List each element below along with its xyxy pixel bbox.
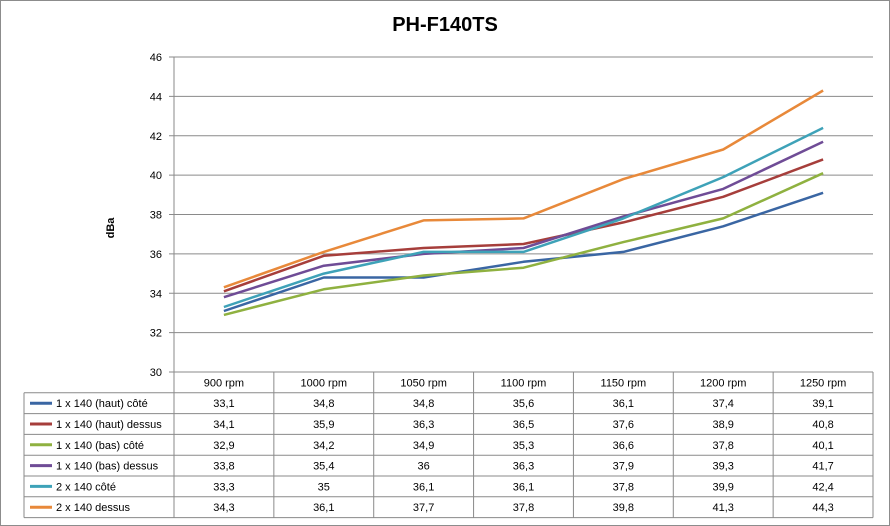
data-label: 36,1 [313,502,334,514]
y-tick-label: 42 [150,131,162,143]
data-label: 39,8 [613,502,634,514]
data-label: 36,3 [413,419,434,431]
data-label: 35,9 [313,419,334,431]
y-tick-label: 34 [150,288,162,300]
x-tick-label: 900 rpm [204,377,244,389]
legend-label: 1 x 140 (haut) côté [56,398,148,410]
y-tick-label: 40 [150,170,162,182]
data-label: 36,5 [513,419,534,431]
data-label: 37,8 [713,440,734,452]
data-label: 34,8 [313,398,334,410]
data-label: 44,3 [812,502,833,514]
data-label: 36 [418,461,430,473]
data-label: 36,1 [613,398,634,410]
data-label: 39,3 [713,461,734,473]
data-label: 40,8 [812,419,833,431]
data-label: 37,8 [513,502,534,514]
x-tick-label: 1050 rpm [400,377,446,389]
data-label: 35,4 [313,461,334,473]
x-tick-label: 1150 rpm [601,377,647,389]
data-label: 32,9 [213,440,234,452]
data-label: 37,7 [413,502,434,514]
y-tick-label: 38 [150,210,162,222]
data-label: 38,9 [713,419,734,431]
data-label: 34,1 [213,419,234,431]
data-label: 34,3 [213,502,234,514]
data-label: 39,1 [812,398,833,410]
legend-label: 1 x 140 (haut) dessus [56,419,162,431]
y-tick-label: 36 [150,249,162,261]
y-tick-label: 46 [150,52,162,64]
data-label: 41,3 [713,502,734,514]
data-label: 41,7 [812,461,833,473]
data-label: 36,1 [513,481,534,493]
legend-label: 2 x 140 côté [56,481,116,493]
data-label: 35,6 [513,398,534,410]
data-label: 34,2 [313,440,334,452]
data-label: 36,1 [413,481,434,493]
data-label: 40,1 [812,440,833,452]
x-tick-label: 1100 rpm [501,377,547,389]
data-label: 37,8 [613,481,634,493]
x-tick-label: 1200 rpm [700,377,746,389]
data-label: 36,3 [513,461,534,473]
data-label: 37,9 [613,461,634,473]
y-tick-label: 30 [150,367,162,379]
legend-label: 2 x 140 dessus [56,502,130,514]
x-tick-label: 1000 rpm [301,377,347,389]
data-label: 42,4 [812,481,833,493]
series-line [223,140,824,299]
legend-label: 1 x 140 (bas) côté [56,440,144,452]
data-label: 39,9 [713,481,734,493]
data-label: 37,6 [613,419,634,431]
data-label: 34,8 [413,398,434,410]
data-label: 36,6 [613,440,634,452]
series-line [223,172,824,317]
data-label: 37,4 [713,398,734,410]
legend-label: 1 x 140 (bas) dessus [56,461,159,473]
y-tick-label: 44 [150,91,162,103]
chart-title: PH-F140TS [392,14,498,36]
series-line [223,89,824,289]
x-tick-label: 1250 rpm [800,377,846,389]
series-line [223,126,824,309]
series-line [223,158,824,293]
series-line [223,191,824,313]
data-label: 33,8 [213,461,234,473]
data-label: 35 [318,481,330,493]
y-tick-label: 32 [150,328,162,340]
data-label: 33,3 [213,481,234,493]
data-label: 34,9 [413,440,434,452]
data-label: 35,3 [513,440,534,452]
data-label: 33,1 [213,398,234,410]
